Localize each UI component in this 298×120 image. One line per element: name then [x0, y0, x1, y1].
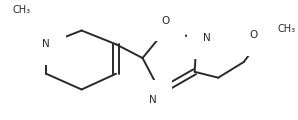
Text: N: N: [148, 95, 156, 105]
Text: CH₃: CH₃: [277, 24, 295, 34]
Text: N: N: [42, 39, 50, 49]
Text: O: O: [161, 16, 169, 26]
Text: CH₃: CH₃: [13, 5, 31, 15]
Text: N: N: [203, 33, 210, 43]
Text: O: O: [249, 30, 258, 40]
